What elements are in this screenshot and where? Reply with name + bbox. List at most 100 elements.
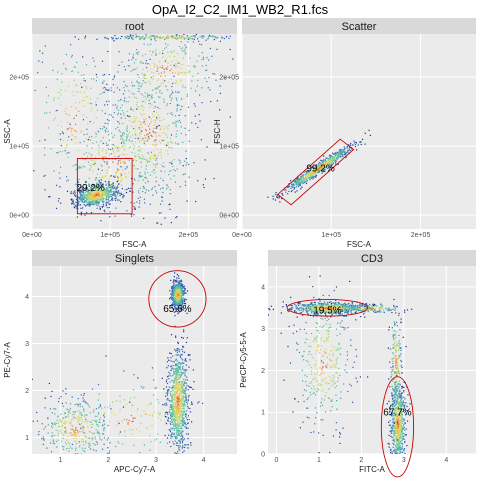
event-point — [142, 155, 144, 158]
event-point — [177, 390, 179, 392]
plot-area — [242, 34, 476, 229]
event-point — [181, 105, 183, 107]
event-point — [59, 133, 61, 135]
event-point — [166, 379, 168, 381]
event-point — [184, 300, 186, 302]
event-point — [125, 84, 127, 86]
event-point — [177, 382, 179, 384]
event-point — [146, 134, 148, 136]
event-point — [177, 424, 180, 427]
event-point — [44, 45, 46, 47]
event-point — [46, 112, 48, 114]
event-point — [106, 192, 108, 194]
event-point — [181, 290, 184, 292]
event-point — [141, 139, 143, 141]
event-point — [165, 381, 167, 383]
event-point — [83, 198, 85, 200]
event-point — [91, 199, 94, 201]
event-point — [174, 285, 176, 287]
event-point — [72, 200, 74, 203]
event-point — [61, 424, 63, 426]
event-point — [164, 37, 166, 39]
event-point — [117, 71, 119, 73]
event-point — [323, 167, 325, 169]
event-point — [95, 73, 97, 76]
event-point — [170, 296, 172, 298]
event-point — [101, 198, 103, 200]
event-point — [81, 201, 83, 203]
event-point — [174, 170, 177, 172]
event-point — [95, 190, 97, 192]
event-point — [178, 377, 180, 379]
event-point — [159, 441, 161, 443]
event-point — [194, 90, 197, 92]
y-tick-label: 1 — [25, 435, 29, 442]
event-point — [175, 432, 177, 434]
event-point — [165, 133, 167, 135]
event-point — [63, 461, 64, 462]
event-point — [114, 158, 116, 160]
event-point — [143, 107, 145, 109]
event-point — [195, 200, 197, 203]
event-point — [168, 371, 170, 373]
event-point — [320, 164, 323, 167]
event-point — [176, 381, 178, 383]
event-point — [92, 443, 94, 445]
event-point — [170, 99, 172, 101]
event-point — [92, 203, 94, 205]
event-point — [150, 118, 152, 120]
y-tick-label: 0e+00 — [9, 213, 29, 220]
event-points — [33, 34, 234, 225]
event-point — [150, 37, 152, 39]
event-point — [152, 144, 154, 146]
event-point — [204, 159, 206, 161]
event-point — [106, 151, 108, 153]
event-point — [312, 175, 314, 178]
event-point — [165, 395, 167, 397]
event-point — [104, 161, 106, 163]
event-point — [149, 160, 151, 163]
event-point — [62, 448, 65, 450]
event-point — [138, 88, 140, 90]
event-point — [177, 298, 180, 300]
event-point — [178, 37, 180, 39]
event-point — [154, 120, 156, 122]
event-point — [178, 387, 180, 389]
event-point — [139, 37, 141, 39]
event-point — [71, 70, 74, 72]
event-point — [58, 172, 61, 174]
event-point — [184, 382, 186, 384]
event-point — [134, 152, 136, 154]
event-point — [182, 397, 184, 399]
event-point — [118, 442, 120, 444]
event-point — [130, 201, 132, 204]
event-point — [174, 384, 176, 386]
event-point — [315, 172, 317, 174]
event-point — [166, 150, 168, 152]
event-point — [177, 371, 179, 373]
event-point — [139, 175, 141, 177]
event-point — [136, 49, 138, 51]
event-point — [80, 426, 82, 428]
event-point — [323, 161, 325, 163]
event-point — [191, 38, 193, 40]
event-point — [109, 184, 111, 186]
event-point — [114, 155, 116, 157]
event-point — [311, 171, 314, 173]
event-point — [143, 142, 145, 144]
event-point — [89, 203, 91, 205]
event-point — [167, 420, 169, 422]
event-point — [144, 158, 146, 160]
event-point — [111, 461, 112, 462]
event-point — [182, 439, 185, 441]
event-point — [133, 165, 135, 167]
event-point — [65, 113, 67, 115]
event-point — [77, 417, 79, 419]
event-point — [178, 416, 180, 418]
event-point — [62, 390, 64, 392]
event-point — [165, 85, 167, 87]
event-point — [122, 110, 124, 112]
event-point — [169, 381, 171, 383]
event-point — [95, 177, 97, 179]
gate-polygon — [276, 138, 355, 206]
